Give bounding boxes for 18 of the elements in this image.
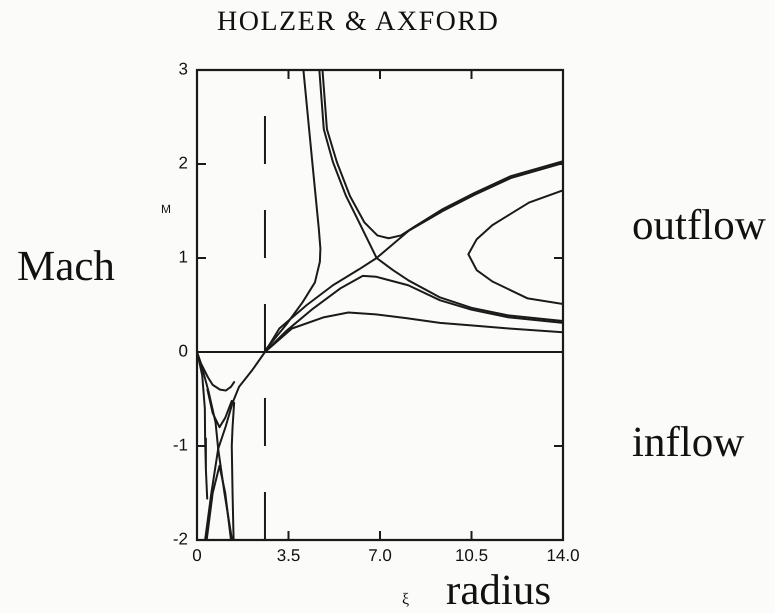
y-tick-label: -2 <box>172 530 188 549</box>
x-tick-label: 0 <box>192 546 202 565</box>
x-axis-title: ξ <box>402 591 410 608</box>
chart-title: HOLZER & AXFORD <box>217 6 500 37</box>
x-tick-label: 3.5 <box>276 546 300 565</box>
text: outflow <box>632 202 766 249</box>
text: inflow <box>632 419 744 466</box>
text: Mach <box>17 243 115 290</box>
y-tick-label: 1 <box>178 248 188 267</box>
text: radius <box>446 567 552 613</box>
x-tick-label: 14.0 <box>546 546 580 565</box>
x-tick-label: 7.0 <box>368 546 392 565</box>
y-tick-label: -1 <box>172 436 188 455</box>
y-tick-label: 3 <box>178 60 188 79</box>
y-tick-label: 0 <box>178 342 188 361</box>
x-tick-label: 10.5 <box>454 546 488 565</box>
y-axis-title: M <box>161 202 171 216</box>
y-tick-label: 2 <box>178 154 188 173</box>
